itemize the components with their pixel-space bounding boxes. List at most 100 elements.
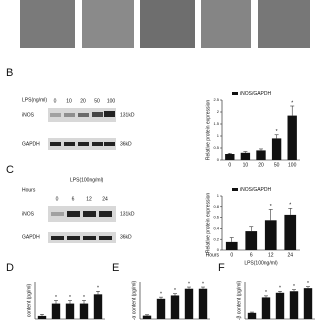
significance-mark: * [291, 100, 293, 106]
significance-mark: * [270, 204, 272, 210]
significance-mark: * [55, 295, 57, 301]
significance-mark: * [174, 288, 176, 294]
x-tick-label: 6 [250, 252, 253, 258]
x-caption: LPS(100ng/ml) [244, 260, 278, 266]
bar [184, 288, 194, 319]
blot-treatment: LPS(100ng/ml) [70, 177, 104, 183]
micrograph [258, 0, 310, 48]
y-tick-label: 0.2 [213, 236, 219, 241]
error-bar [68, 300, 72, 304]
bar [225, 241, 238, 250]
blot-row: iNOS [22, 211, 35, 217]
error-bar [306, 286, 310, 289]
y-tick-label: 1 [217, 133, 220, 138]
x-tick-label: 24 [287, 252, 293, 258]
y-tick-label: 0.5 [213, 145, 219, 150]
significance-mark: * [83, 295, 85, 301]
legend-label: iNOS/GAPDH [240, 187, 272, 193]
micrograph [140, 0, 195, 48]
significance-mark: * [69, 295, 71, 301]
error-bar [54, 300, 58, 304]
significance-mark: * [188, 281, 190, 287]
error-bar [264, 295, 268, 298]
error-bar [288, 208, 293, 215]
blot-unit: Hours [22, 187, 36, 193]
x-tick-label: 0 [228, 162, 231, 168]
y-axis-label: Relative protein expression [205, 100, 211, 161]
y-tick-label: 1 [217, 193, 220, 198]
lane-label: 50 [94, 98, 100, 104]
legend-swatch [232, 92, 238, 95]
error-bar [201, 286, 205, 289]
x-axis-label: Hours [206, 252, 220, 258]
y-tick-label: 2 [217, 109, 220, 114]
error-bar [259, 148, 263, 151]
bar [275, 292, 285, 319]
blot-size: 36kD [120, 141, 132, 147]
y-axis-label: content (pg/ml) [26, 283, 32, 317]
legend-swatch [232, 188, 238, 191]
y-tick-label: 0 [217, 157, 220, 162]
bar [271, 138, 282, 160]
blot-row: iNOS [22, 112, 35, 118]
legend-label: iNOS/GAPDH [240, 91, 272, 97]
bar [170, 295, 180, 319]
lane-label: 24 [102, 196, 108, 202]
x-tick-label: 20 [258, 162, 264, 168]
micrograph [201, 0, 251, 48]
lane-label: 6 [72, 196, 75, 202]
error-bar [173, 293, 177, 296]
error-bar [278, 291, 282, 293]
error-bar [82, 300, 86, 304]
bar [51, 303, 61, 319]
blot-row: GAPDH [22, 234, 40, 240]
micrographs [20, 0, 310, 48]
x-tick-label: 50 [274, 162, 280, 168]
error-bar [159, 296, 163, 299]
error-bar [229, 237, 234, 242]
lane-label: 100 [107, 98, 116, 104]
micrograph [82, 0, 134, 48]
y-axis-label: -β content (pg/ml) [236, 281, 242, 320]
error-bar [227, 153, 232, 154]
y-tick-label: 0 [217, 247, 220, 252]
bar [156, 298, 166, 319]
bands [51, 211, 112, 240]
panel-label: D [6, 262, 14, 274]
error-bar [274, 134, 279, 139]
bar [198, 288, 208, 319]
error-bar [40, 314, 44, 316]
blot [48, 232, 116, 243]
lane-label: 0 [56, 196, 59, 202]
y-tick-label: 1.5 [213, 121, 219, 126]
bar [287, 115, 297, 160]
significance-mark: * [307, 281, 309, 287]
significance-mark: * [276, 129, 278, 135]
x-tick-label: 100 [288, 162, 297, 168]
bar [79, 303, 89, 319]
bands [50, 111, 115, 146]
y-axis-label: -α content (pg/ml) [131, 281, 137, 320]
bar [93, 294, 103, 319]
blot-size: 131kD [120, 211, 135, 217]
error-bar [145, 314, 149, 316]
error-bar [96, 291, 100, 295]
bar [264, 220, 277, 250]
error-bar [187, 286, 191, 289]
bar [225, 154, 235, 160]
bar [289, 291, 299, 319]
bar [256, 150, 266, 160]
panel-label: E [112, 262, 119, 274]
lane-label: 10 [66, 98, 72, 104]
significance-mark: * [293, 284, 295, 290]
bar [37, 315, 47, 319]
lane-label: 0 [54, 98, 57, 104]
error-bar [250, 311, 254, 313]
x-tick-label: 12 [268, 252, 274, 258]
error-bar [249, 226, 254, 232]
error-bar [290, 105, 295, 116]
bar [261, 297, 271, 319]
bar [142, 315, 152, 319]
bar [65, 303, 75, 319]
